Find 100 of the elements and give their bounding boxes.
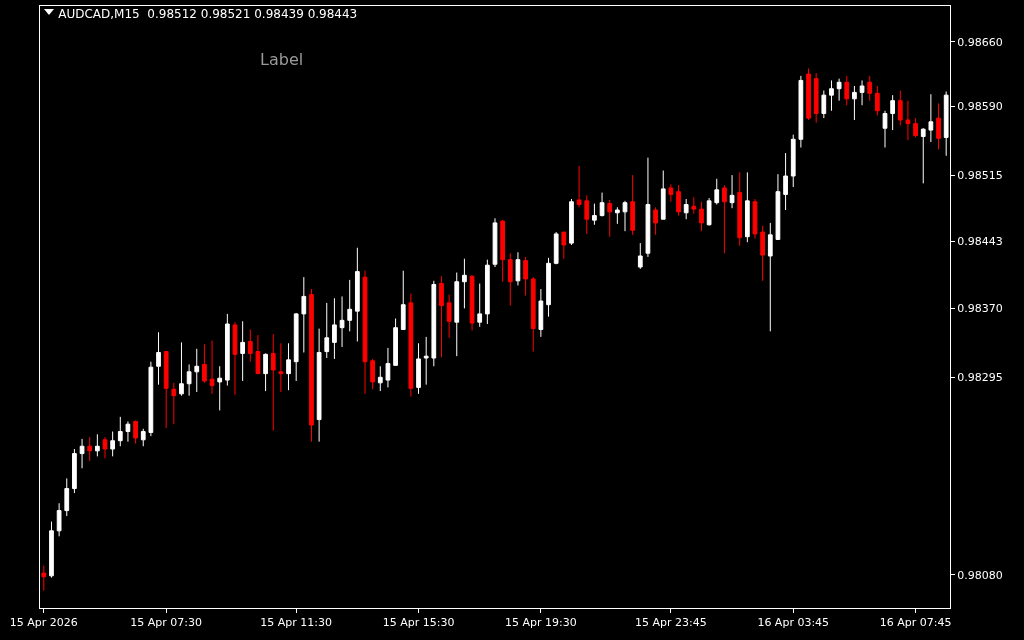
candlestick [775, 173, 781, 240]
candlestick [72, 448, 77, 494]
candlestick [576, 165, 582, 208]
candlestick [247, 329, 253, 363]
candlestick [584, 194, 590, 235]
candlestick [64, 477, 70, 517]
y-tick-label: 0.98370 [957, 302, 1003, 316]
candlestick [744, 171, 750, 243]
candlestick [484, 259, 490, 325]
candlestick [309, 288, 314, 443]
candlestick [714, 178, 720, 206]
candlestick [87, 436, 93, 462]
candlestick [301, 276, 307, 353]
candlestick [806, 68, 811, 121]
candlestick [813, 72, 819, 124]
candlestick [416, 342, 421, 395]
x-tick-label: 15 Apr 11:30 [260, 616, 333, 630]
candlestick [691, 196, 697, 215]
candlestick [454, 272, 460, 357]
candlestick [278, 342, 284, 393]
candlestick [339, 295, 345, 348]
candlestick [523, 256, 528, 297]
candlestick [737, 171, 743, 247]
candlestick [515, 251, 521, 286]
candlestick [79, 438, 85, 469]
candlestick [408, 293, 414, 398]
candlestick [492, 217, 498, 268]
candlestick [186, 363, 192, 397]
y-tick-label: 0.98443 [957, 235, 1003, 249]
candlestick [507, 252, 513, 307]
candlestick [263, 352, 268, 392]
candlestick [637, 242, 643, 270]
y-tick-label: 0.98080 [957, 568, 1003, 582]
candlestick [209, 340, 215, 395]
candlestick [645, 157, 651, 258]
candlestick [890, 94, 896, 131]
x-tick-label: 15 Apr 23:45 [635, 616, 707, 630]
candlestick [400, 270, 406, 331]
candlestick [660, 170, 666, 220]
candlestick [767, 222, 773, 332]
candlestick [538, 288, 544, 338]
candlestick [821, 90, 827, 119]
y-tick-label: 0.98295 [957, 371, 1003, 385]
candlestick [699, 201, 704, 232]
candlestick [232, 321, 238, 396]
candlestick [829, 79, 834, 112]
candlestick [117, 416, 123, 447]
candlestick [882, 110, 888, 149]
candlestick [790, 134, 796, 188]
candlestick [354, 247, 360, 342]
x-tick-label: 16 Apr 03:45 [757, 616, 830, 630]
candlestick [102, 436, 108, 459]
candlestick [706, 197, 712, 227]
annotation: Label [260, 50, 304, 69]
candlestick [607, 199, 613, 238]
candlestick [140, 428, 146, 447]
candlestick [110, 431, 116, 457]
candlestick [798, 75, 804, 149]
candlestick [194, 348, 200, 393]
candlestick [874, 85, 880, 116]
candlestick [377, 365, 383, 392]
candlestick [683, 198, 689, 220]
candlestick [385, 347, 391, 388]
candlestick [439, 275, 444, 358]
candlestick [41, 565, 47, 592]
candlestick [729, 174, 735, 209]
candlestick [332, 297, 337, 360]
candlestick [446, 294, 452, 339]
candlestick [553, 231, 559, 265]
candlestick [148, 361, 154, 437]
candlestick [592, 203, 597, 226]
candlestick [905, 100, 911, 141]
x-tick-label: 15 Apr 07:30 [130, 616, 203, 630]
x-tick-label: 15 Apr 15:30 [382, 616, 455, 630]
candlestick [469, 274, 475, 331]
candlestick [49, 521, 54, 579]
candlestick [599, 192, 605, 217]
candlestick [240, 320, 246, 382]
candlestick [477, 283, 483, 328]
candlestick [913, 117, 918, 138]
y-tick-label: 0.98660 [957, 35, 1003, 49]
candlestick [133, 420, 138, 444]
y-tick-label: 0.98590 [957, 100, 1003, 114]
candlestick [783, 152, 788, 211]
candlestick [676, 184, 681, 217]
candlestick [293, 312, 299, 382]
candlestick [224, 313, 230, 387]
candlestick [462, 258, 467, 309]
candlestick [546, 257, 551, 318]
x-tick-label: 15 Apr 19:30 [505, 616, 577, 630]
x-tick-label: 16 Apr 07:45 [879, 616, 952, 630]
candlestick [347, 279, 353, 332]
candlestick [614, 206, 620, 225]
candlestick [622, 200, 628, 232]
candlestick [316, 328, 322, 443]
candlestick [156, 331, 161, 386]
candlestick [569, 198, 574, 246]
x-tick-label: 15 Apr 2026 [9, 616, 78, 630]
candlestick [171, 382, 177, 425]
candlestick [286, 342, 291, 391]
